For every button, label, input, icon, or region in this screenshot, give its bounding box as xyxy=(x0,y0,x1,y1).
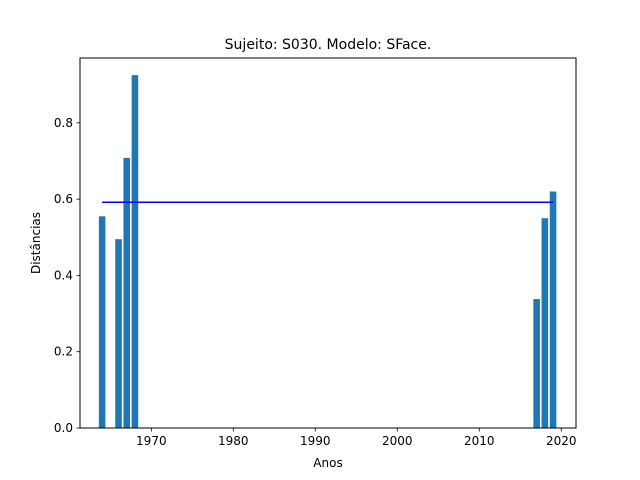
bar xyxy=(549,191,557,428)
bar xyxy=(115,239,122,428)
bar xyxy=(98,216,106,428)
y-axis-label: Distâncias xyxy=(29,212,43,274)
x-tick-label: 2000 xyxy=(382,434,413,448)
bars xyxy=(98,75,557,428)
x-tick-label: 1990 xyxy=(300,434,331,448)
y-tick-label: 0.4 xyxy=(54,268,73,282)
bar xyxy=(541,218,549,428)
chart-title: Sujeito: S030. Modelo: SFace. xyxy=(225,37,432,53)
y-tick-label: 0.0 xyxy=(54,421,73,435)
x-axis: 1970 1980 1990 2000 2010 2020 xyxy=(136,428,577,448)
bar xyxy=(533,299,540,428)
y-tick-label: 0.2 xyxy=(54,345,73,359)
bar xyxy=(131,75,139,428)
y-tick-label: 0.6 xyxy=(54,192,73,206)
x-tick-label: 2020 xyxy=(546,434,577,448)
y-axis: 0.0 0.2 0.4 0.6 0.8 xyxy=(54,116,80,435)
x-axis-label: Anos xyxy=(313,456,342,470)
x-tick-label: 1970 xyxy=(136,434,167,448)
bar xyxy=(123,157,131,428)
plot-frame xyxy=(79,57,577,429)
x-tick-label: 1980 xyxy=(218,434,249,448)
x-tick-label: 2010 xyxy=(464,434,495,448)
y-tick-label: 0.8 xyxy=(54,116,73,130)
